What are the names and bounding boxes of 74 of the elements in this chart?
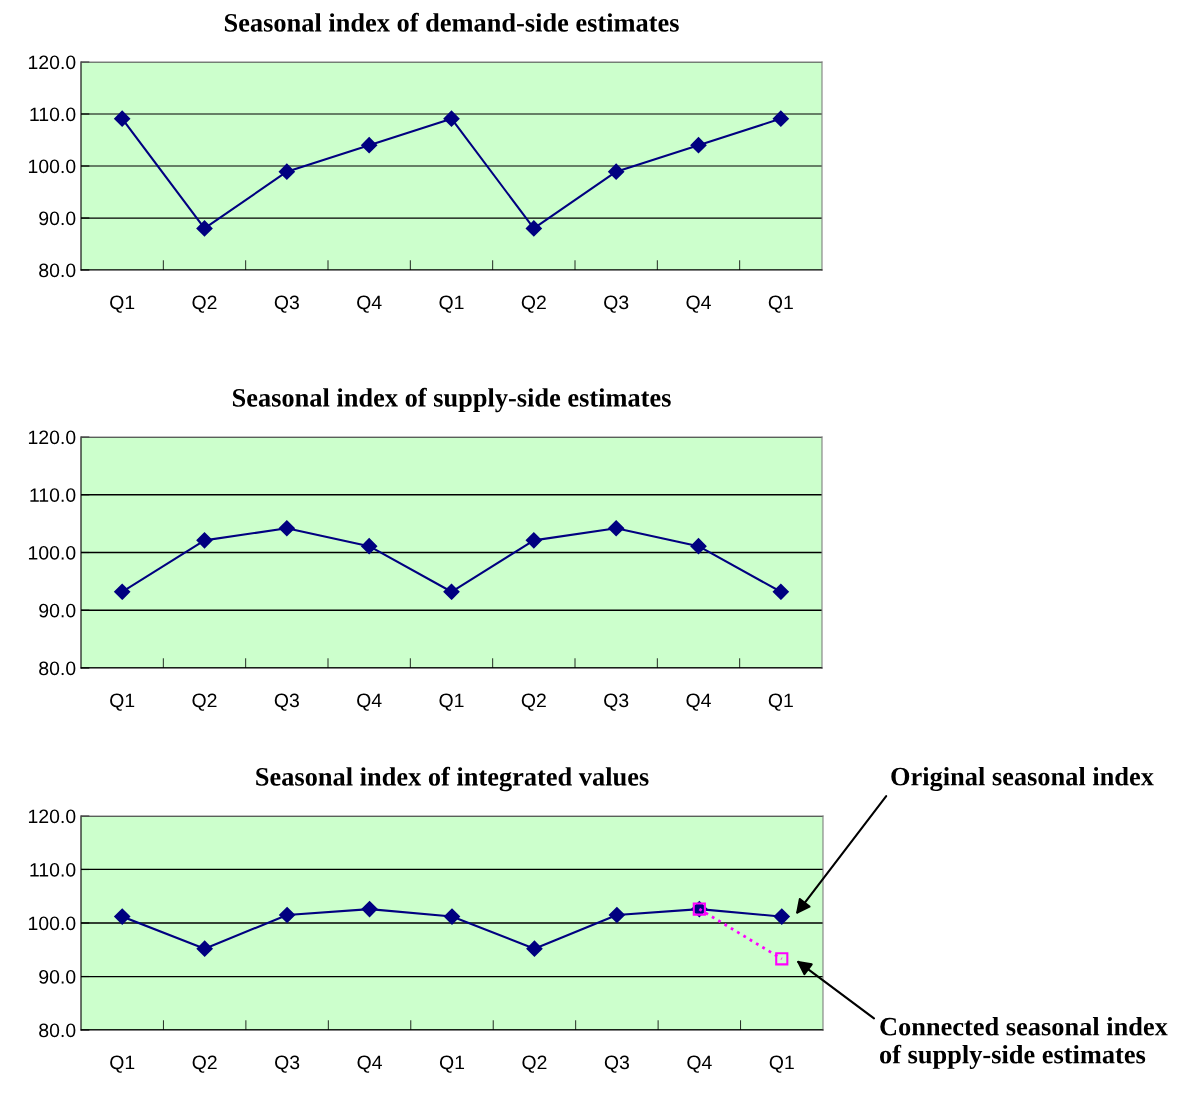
y-tick-label: 80.0 xyxy=(39,263,76,278)
y-tick-label: 120.0 xyxy=(28,430,76,445)
point xyxy=(278,520,295,537)
y-tick-label: 100.0 xyxy=(28,159,76,174)
x-tick-label: Q1 xyxy=(110,295,135,313)
y-tick-label: 110.0 xyxy=(30,862,76,877)
x-tick-label: Q4 xyxy=(687,1055,712,1073)
point xyxy=(608,907,625,923)
y-tick-label: 90.0 xyxy=(39,603,76,618)
x-tick-label: Q3 xyxy=(604,295,629,313)
point xyxy=(525,220,542,237)
x-tick-label: Q1 xyxy=(769,1055,794,1073)
x-tick-label: Q2 xyxy=(521,693,546,711)
x-tick-label: Q2 xyxy=(192,693,217,711)
text: Original seasonal index xyxy=(891,766,1154,792)
point xyxy=(443,583,460,600)
x-tick-label: Q2 xyxy=(192,1055,217,1073)
x-tick-label: Q1 xyxy=(768,295,793,313)
point xyxy=(526,940,543,957)
point xyxy=(443,110,460,127)
chart-title: Seasonal index of integrated values xyxy=(256,766,649,792)
point xyxy=(114,583,131,600)
point xyxy=(690,538,707,555)
y-tick-label: 120.0 xyxy=(28,809,76,824)
point xyxy=(772,583,789,600)
x-tick-label: Q1 xyxy=(439,1055,465,1073)
x-tick-label: Q3 xyxy=(604,1055,629,1073)
y-tick-label: 80.0 xyxy=(39,1023,76,1038)
point xyxy=(361,137,378,154)
x-tick-label: Q1 xyxy=(439,693,464,711)
point xyxy=(525,532,542,549)
x-tick-label: Q3 xyxy=(604,693,629,711)
y-tick-label: 100.0 xyxy=(28,916,76,931)
y-tick-label: 110.0 xyxy=(30,107,76,122)
point xyxy=(690,137,707,154)
x-tick-label: Q1 xyxy=(110,693,135,711)
x-tick-label: Q2 xyxy=(192,295,217,313)
y-tick-label: 100.0 xyxy=(28,545,76,560)
x-tick-label: Q4 xyxy=(357,1055,382,1073)
x-tick-label: Q4 xyxy=(357,295,382,313)
y-tick-label: 90.0 xyxy=(39,211,76,226)
point xyxy=(773,908,790,925)
y-tick-label: 110.0 xyxy=(30,488,76,502)
y-tick-label: 90.0 xyxy=(39,969,76,984)
point xyxy=(361,901,378,917)
x-tick-label: Q3 xyxy=(274,295,299,313)
x-tick-label: Q3 xyxy=(274,693,299,711)
point xyxy=(114,110,131,127)
x-tick-label: Q1 xyxy=(439,295,464,313)
x-tick-label: Q1 xyxy=(768,693,793,711)
point xyxy=(361,538,378,555)
point xyxy=(608,163,625,180)
chart-title: Seasonal index of supply-side estimates xyxy=(232,387,671,413)
point xyxy=(772,110,789,127)
x-tick-label: Q3 xyxy=(275,1055,300,1073)
x-tick-label: Q4 xyxy=(686,693,711,711)
point xyxy=(196,940,213,957)
y-tick-label: 120.0 xyxy=(28,55,76,70)
x-tick-label: Q1 xyxy=(110,1055,135,1073)
point xyxy=(114,908,131,925)
x-tick-label: Q4 xyxy=(686,295,711,313)
point xyxy=(196,532,213,549)
point xyxy=(196,220,213,237)
x-tick-label: Q2 xyxy=(522,1055,547,1073)
point xyxy=(775,952,789,966)
point xyxy=(608,520,625,537)
point xyxy=(444,908,460,925)
y-tick-label: 80.0 xyxy=(39,661,76,676)
x-tick-label: Q2 xyxy=(521,295,546,313)
chart-title: Seasonal index of demand-side estimates xyxy=(224,12,679,32)
text: Connected seasonal index of supply-side estimates xyxy=(880,1017,1168,1069)
point xyxy=(279,907,296,923)
point xyxy=(278,163,295,180)
x-tick-label: Q4 xyxy=(357,693,382,711)
